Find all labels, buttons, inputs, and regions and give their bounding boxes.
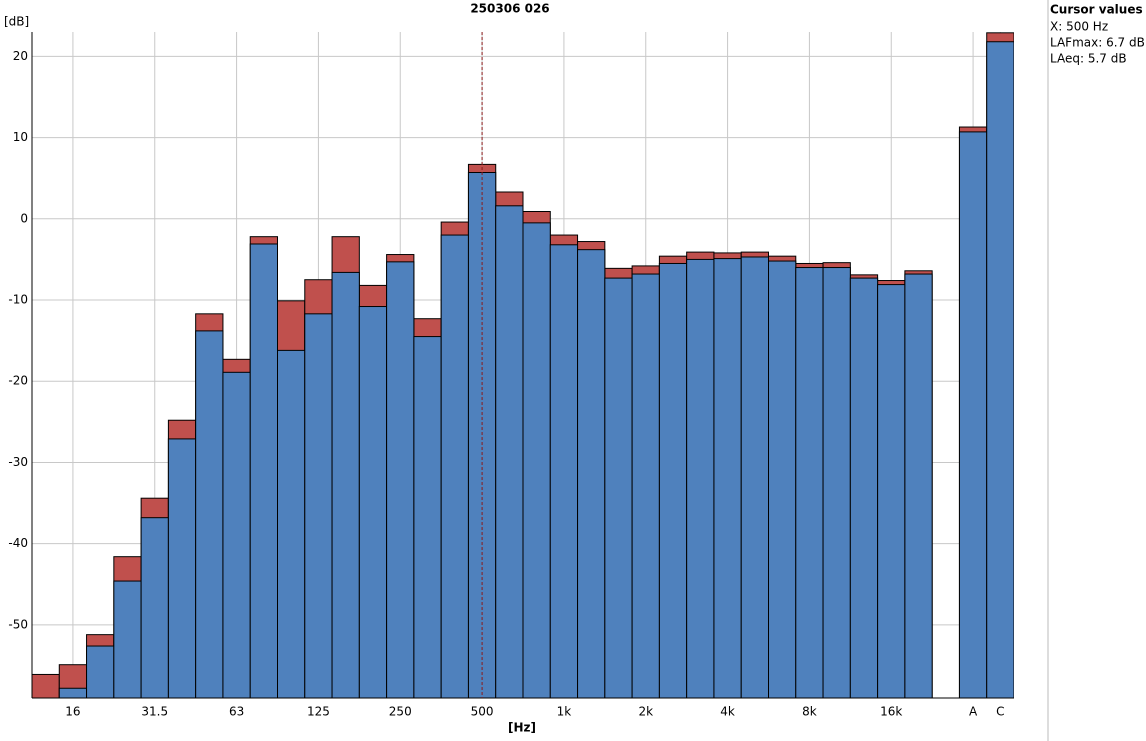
bar [549,244,579,698]
bar [195,330,224,698]
y-tick-label: 10 [13,130,28,144]
bar [740,256,770,698]
x-tick-label: C [996,705,1004,719]
bar [877,284,906,698]
bar [386,261,415,698]
y-tick-label: -50 [8,617,28,631]
x-tick-label: 31.5 [141,705,168,719]
bar [331,271,360,698]
x-axis-label: [Hz] [508,721,536,735]
bar [58,687,88,698]
x-tick-label: 8k [802,705,817,719]
x-tick-label: 2k [638,705,653,719]
x-tick-label: 125 [307,705,330,719]
x-tick-label: 4k [720,705,735,719]
x-tick-label: 63 [229,705,244,719]
bar [413,336,442,698]
bar [522,222,551,698]
x-tick-label: 250 [389,705,412,719]
bar [86,645,115,698]
bar [904,273,933,698]
bar [631,273,660,698]
bar [958,131,988,698]
bar [768,260,797,698]
x-tick-label: 1k [557,705,572,719]
y-tick-label: -40 [8,536,28,550]
bar [249,243,279,698]
bar [495,205,524,698]
bar [986,41,1014,698]
y-tick-label: -20 [8,374,28,388]
x-tick-label: 16k [880,705,902,719]
bar [795,267,824,698]
bar [713,258,742,698]
bar [604,277,633,698]
x-tick-label: 16 [65,705,80,719]
bar [304,313,333,698]
bar [32,673,60,698]
bar [822,267,851,698]
bar [140,517,169,698]
bar [222,371,251,698]
bar [167,438,197,698]
cursor-panel-title: Cursor values [1050,3,1143,17]
bar [113,580,142,698]
plot-area [32,32,1014,698]
bar [577,249,606,698]
y-axis-label: [dB] [4,15,29,29]
y-tick-label: -30 [8,455,28,469]
y-tick-label: 0 [20,211,28,225]
bar [658,262,688,698]
y-tick-label: 20 [13,49,28,63]
x-tick-label: 500 [471,705,494,719]
bar [849,277,879,698]
bar [440,234,469,698]
bar [277,349,306,698]
y-tick-label: -10 [8,293,28,307]
cursor-x: X: 500 Hz [1050,20,1108,34]
bar [686,258,715,698]
bar [358,306,388,698]
cursor-laeq: LAeq: 5.7 dB [1050,52,1127,66]
cursor-lafmax: LAFmax: 6.7 dB [1050,36,1145,50]
chart-title: 250306 026 [470,2,549,16]
x-tick-label: A [969,705,978,719]
